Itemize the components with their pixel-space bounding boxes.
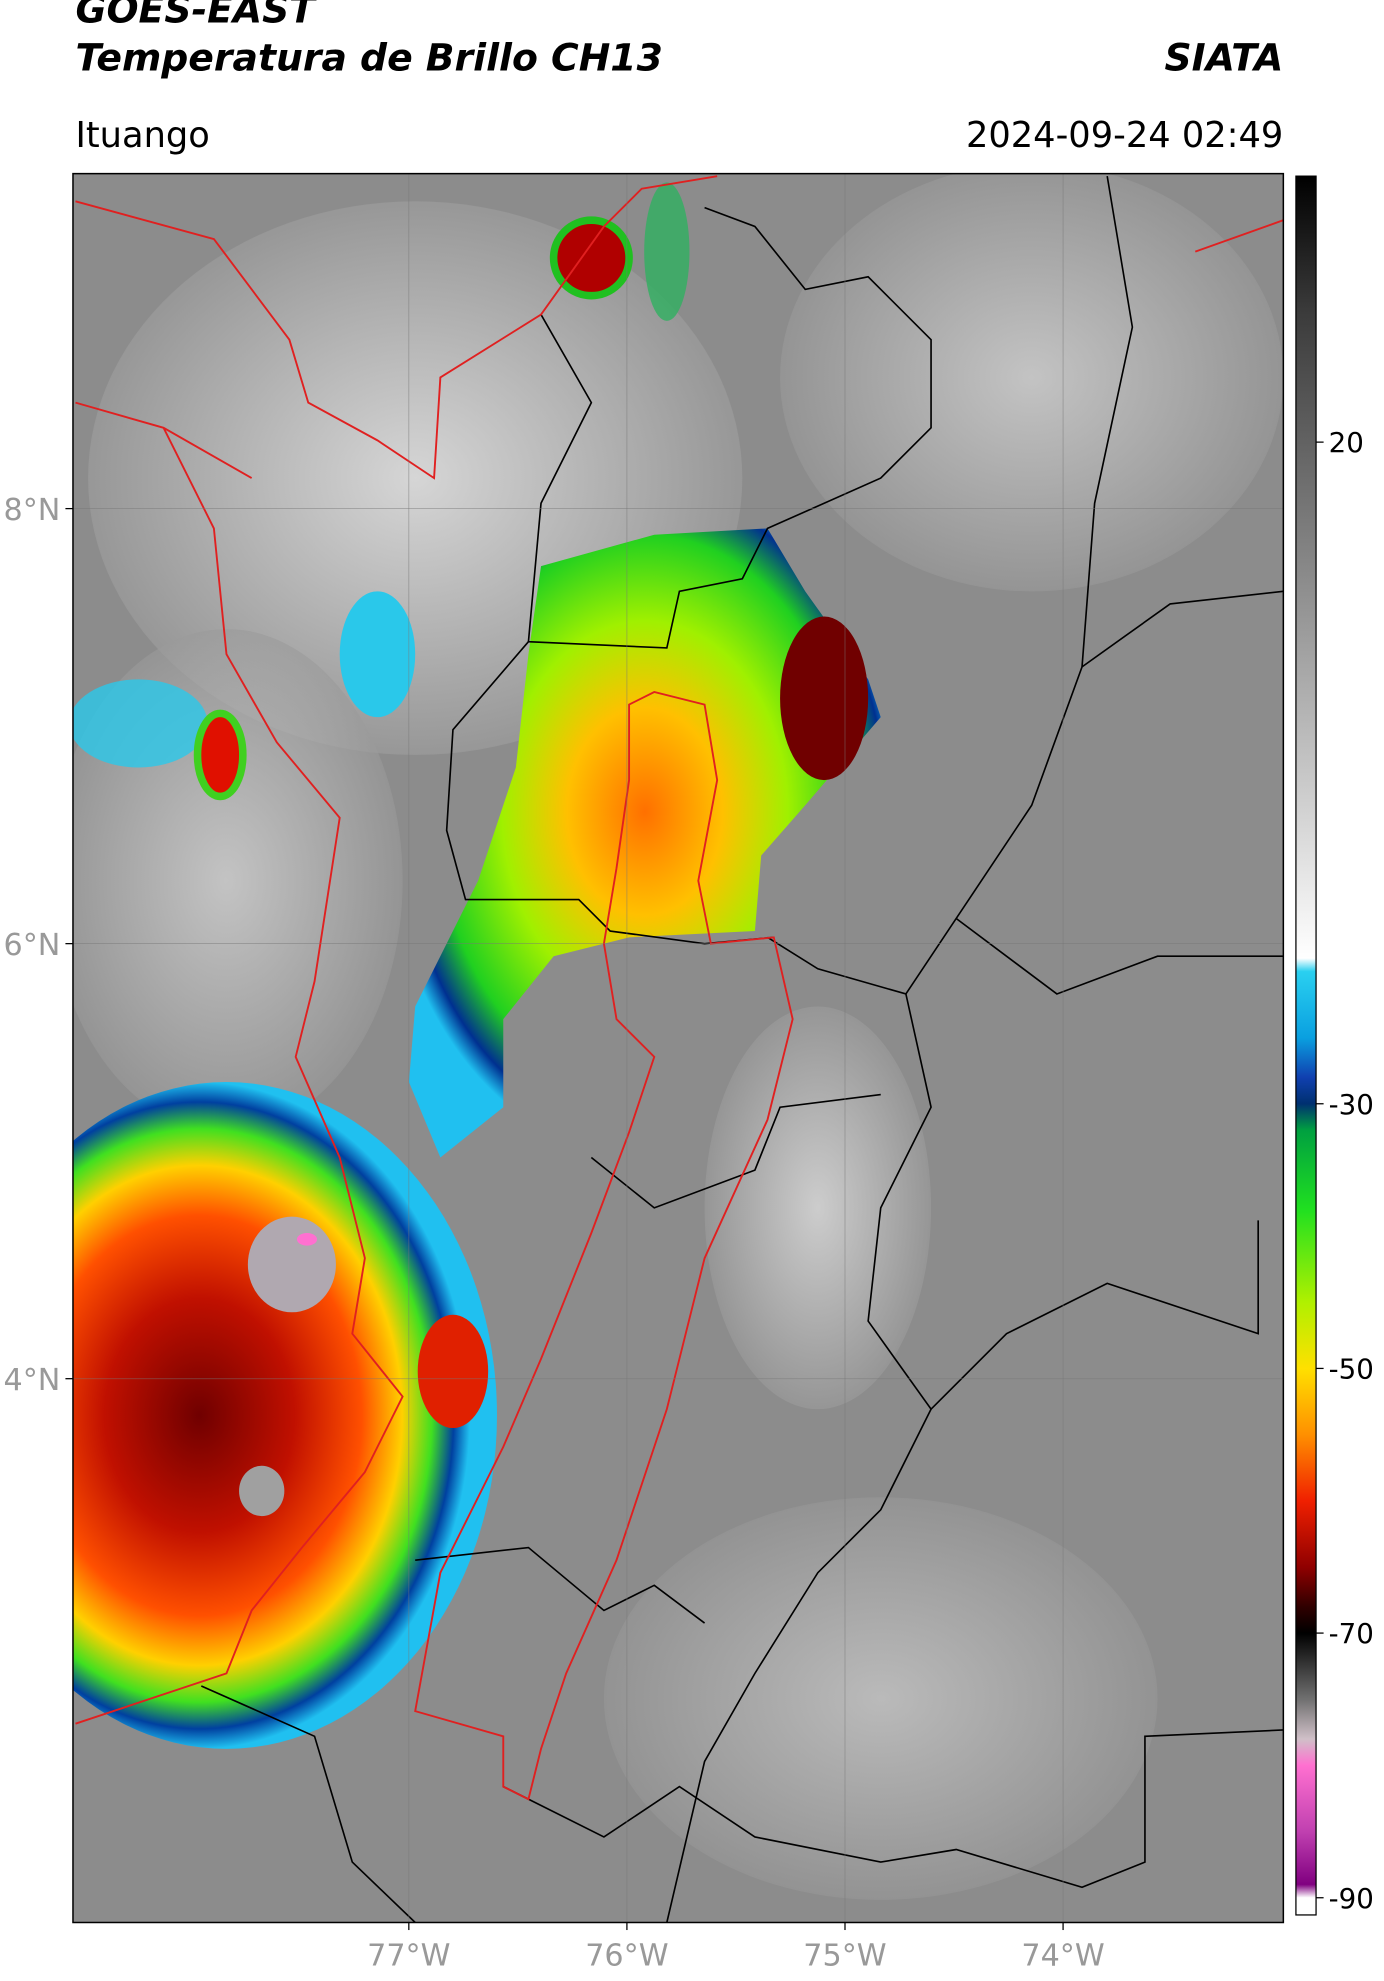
location: Ituango bbox=[75, 115, 209, 156]
lat-tick-label: 4°N bbox=[4, 1363, 61, 1398]
lon-tick-label: 76°W bbox=[585, 1938, 668, 1973]
lat-tick-label: 6°N bbox=[4, 928, 61, 963]
colorbar-tick-label: -70 bbox=[1329, 1617, 1374, 1650]
source: SIATA bbox=[1165, 35, 1284, 79]
subtitle: Temperatura de Brillo CH13 bbox=[75, 35, 662, 79]
lon-tick-label: 74°W bbox=[1021, 1938, 1104, 1973]
colorbar-tick-label: -90 bbox=[1329, 1882, 1374, 1915]
lon-tick-label: 75°W bbox=[803, 1938, 886, 1973]
lat-tick-label: 8°N bbox=[4, 493, 61, 528]
colorbar-tick-label: -30 bbox=[1329, 1088, 1374, 1121]
map-frame bbox=[72, 172, 1285, 1924]
title: GOES-EAST bbox=[75, 0, 318, 32]
lon-tick-label: 77°W bbox=[367, 1938, 450, 1973]
colorbar-tick-label: -50 bbox=[1329, 1352, 1374, 1385]
colorbar-tick-label: 20 bbox=[1329, 426, 1364, 459]
map-image bbox=[72, 173, 1284, 1923]
colorbar bbox=[1295, 175, 1317, 1916]
datetime: 2024-09-24 02:49 bbox=[966, 115, 1283, 156]
graticule bbox=[72, 173, 1284, 1923]
